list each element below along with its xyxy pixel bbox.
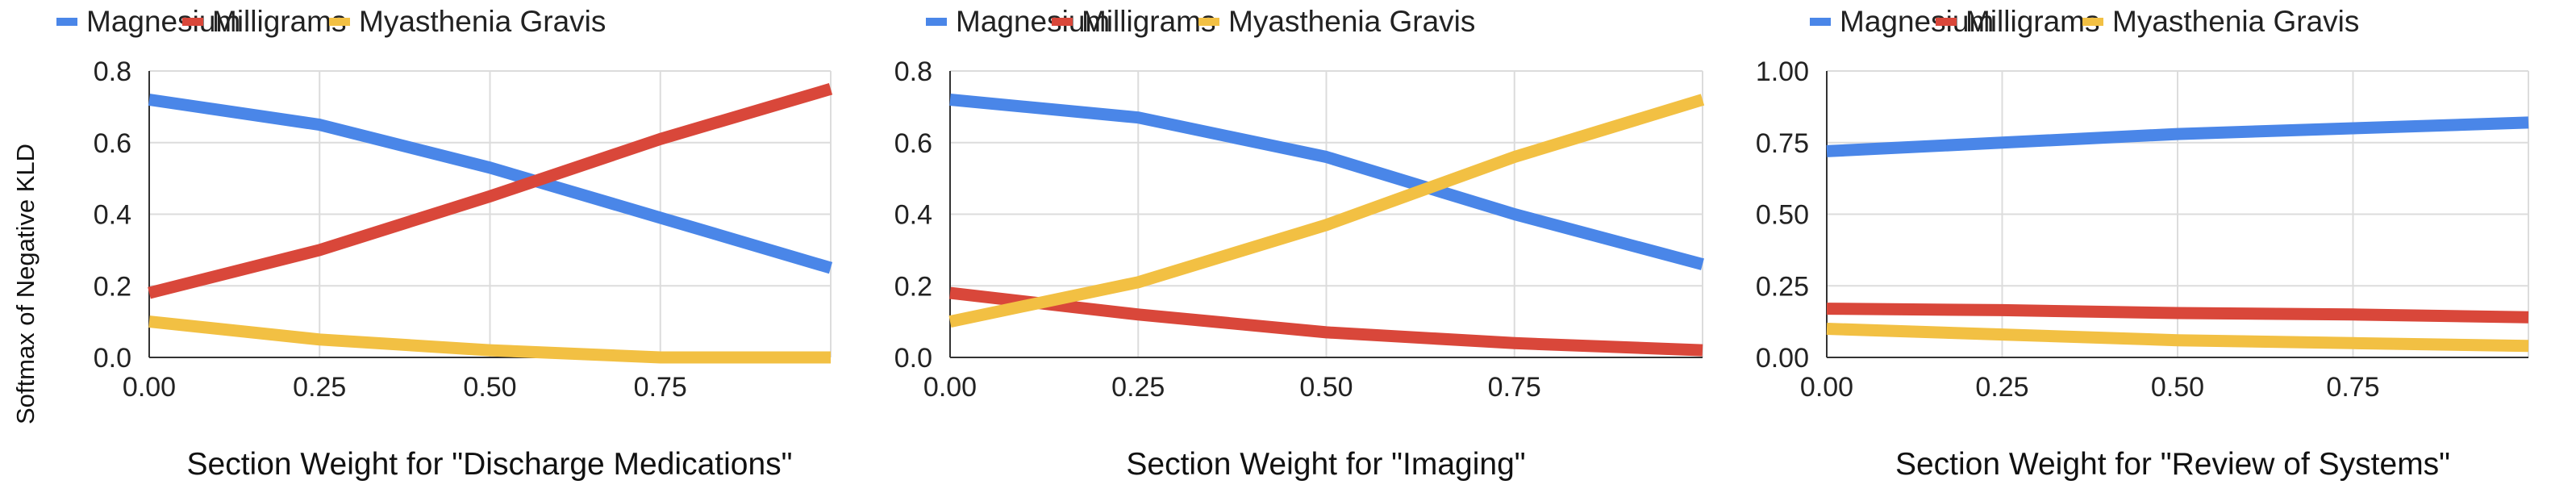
series-line-myasthenia-gravis [1826, 323, 2529, 353]
y-tick-label: 0.4 [894, 200, 932, 231]
legend-label: Myasthenia Gravis [1228, 5, 1475, 38]
y-tick-label: 0.6 [94, 128, 131, 159]
legend-label: Milligrams [1082, 5, 1216, 38]
y-tick-label: 1.00 [1756, 56, 1809, 87]
x-tick-label: 0.50 [2151, 372, 2204, 403]
x-axis-label: Section Weight for "Review of Systems" [1895, 447, 2450, 482]
x-tick-label: 0.75 [634, 372, 687, 403]
x-axis-label: Section Weight for "Discharge Medication… [187, 447, 793, 482]
x-tick-label: 0.25 [293, 372, 346, 403]
y-tick-label: 0.25 [1756, 271, 1809, 302]
series-line-milligrams [1826, 303, 2529, 324]
legend-label: Magnesium [956, 5, 1110, 38]
legend-label: Milligrams [212, 5, 347, 38]
legend-label: Milligrams [1965, 5, 2100, 38]
series-line-magnesium [1826, 116, 2529, 157]
legend-label: Magnesium [86, 5, 240, 38]
x-axis-label: Section Weight for "Imaging" [1126, 447, 1525, 482]
y-tick-label: 0.00 [1756, 343, 1809, 374]
x-tick-label: 0.50 [463, 372, 516, 403]
legend-label: Myasthenia Gravis [359, 5, 606, 38]
y-tick-label: 0.0 [894, 343, 932, 374]
series-line-myasthenia-gravis [148, 315, 831, 364]
y-tick-label: 0.75 [1756, 128, 1809, 159]
x-tick-label: 0.50 [1299, 372, 1353, 403]
series-group [1826, 116, 2529, 353]
x-tick-label: 0.25 [1111, 372, 1165, 403]
x-tick-label: 0.00 [1800, 372, 1853, 403]
x-tick-label: 0.00 [123, 372, 176, 403]
series-group [148, 83, 833, 364]
y-tick-label: 0.8 [94, 56, 131, 87]
series-line-myasthenia-gravis [948, 94, 1705, 328]
series-line-milligrams [949, 286, 1703, 357]
y-tick-label: 0.6 [894, 128, 932, 159]
y-axis-label: Softmax of Negative KLD [11, 144, 40, 424]
y-tick-label: 0.50 [1756, 200, 1809, 231]
series-group [948, 94, 1705, 357]
series-line-magnesium [949, 94, 1704, 270]
x-tick-label: 0.75 [1488, 372, 1541, 403]
y-tick-label: 0.2 [894, 271, 932, 302]
legend-label: Myasthenia Gravis [2112, 5, 2359, 38]
series-line-milligrams [148, 83, 833, 299]
y-tick-label: 0.8 [894, 56, 932, 87]
x-tick-label: 0.75 [2326, 372, 2379, 403]
y-tick-label: 0.0 [94, 343, 131, 374]
x-tick-label: 0.00 [923, 372, 977, 403]
x-tick-label: 0.25 [1975, 372, 2028, 403]
legend-label: Magnesium [1840, 5, 1994, 38]
y-tick-label: 0.2 [94, 271, 131, 302]
y-tick-label: 0.4 [94, 200, 131, 231]
series-line-magnesium [148, 94, 833, 274]
